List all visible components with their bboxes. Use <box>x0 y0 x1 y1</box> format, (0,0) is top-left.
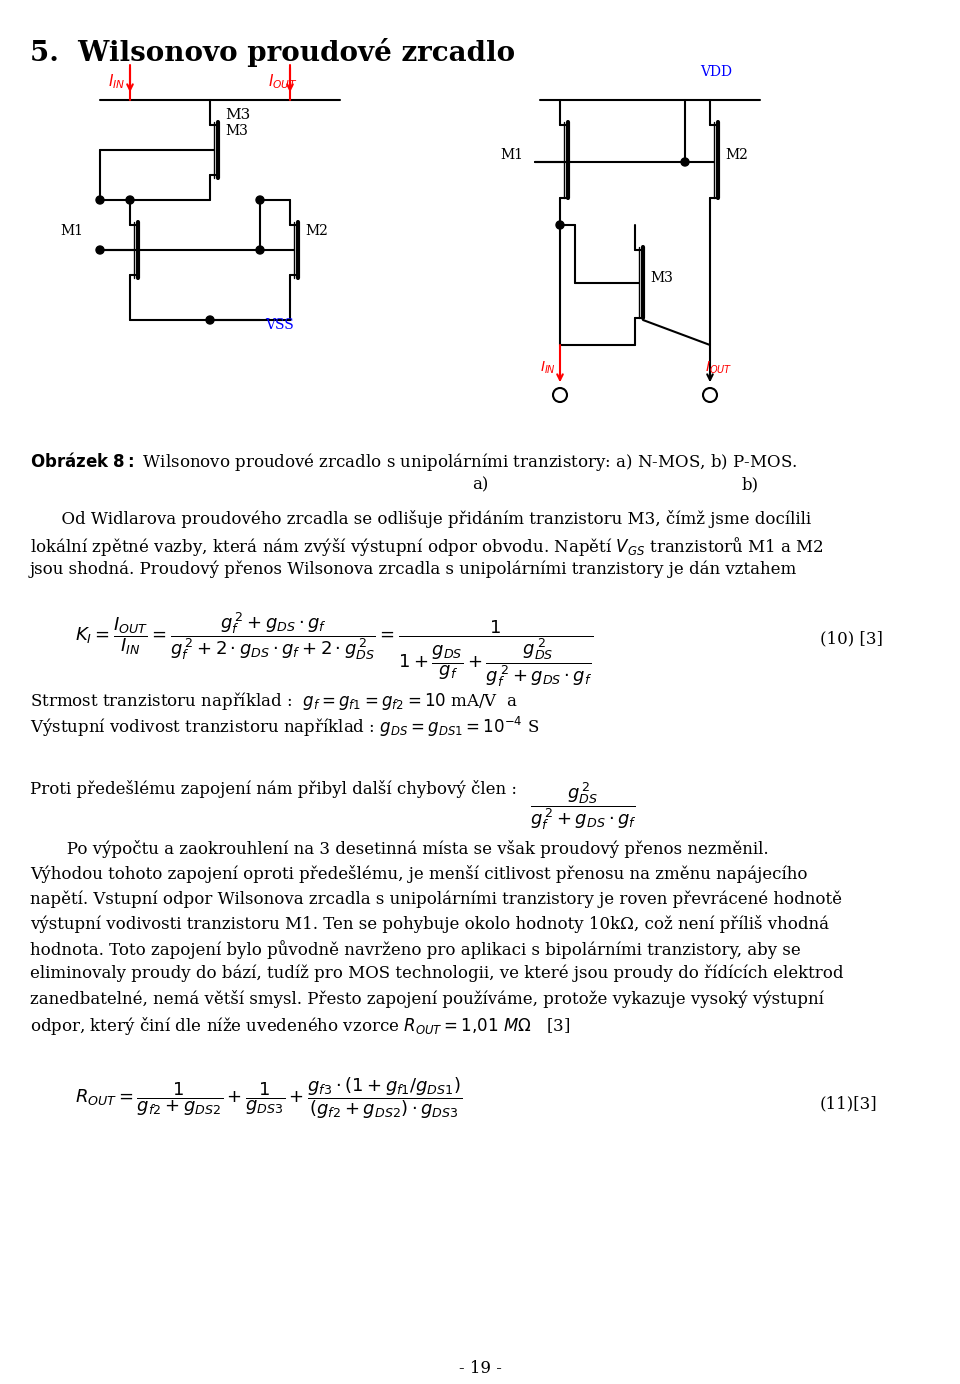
Circle shape <box>681 158 689 166</box>
Text: $I_{IN}$: $I_{IN}$ <box>540 360 556 376</box>
Text: a): a) <box>471 476 489 493</box>
Circle shape <box>256 197 264 203</box>
Text: $K_I = \dfrac{I_{OUT}}{I_{IN}} = \dfrac{g_f^{\,2}+g_{DS}\cdot g_f}{g_f^{\,2}+2\c: $K_I = \dfrac{I_{OUT}}{I_{IN}} = \dfrac{… <box>75 610 593 689</box>
Text: $\bf{Obrázek\ 8:}$ Wilsonovo proudové zrcadlo s unipolárními tranzistory: a) N-M: $\bf{Obrázek\ 8:}$ Wilsonovo proudové zr… <box>30 450 797 473</box>
Circle shape <box>256 246 264 255</box>
Circle shape <box>126 197 134 203</box>
Text: hodnota. Toto zapojení bylo původně navrženo pro aplikaci s bipolárními tranzist: hodnota. Toto zapojení bylo původně navr… <box>30 940 801 959</box>
Text: M2: M2 <box>305 224 328 238</box>
Circle shape <box>553 388 567 401</box>
Text: VDD: VDD <box>700 65 732 79</box>
Text: M1: M1 <box>500 148 523 162</box>
Text: Výstupní vodivost tranzistoru například : $g_{DS} = g_{DS1} = 10^{-4}$ S: Výstupní vodivost tranzistoru například … <box>30 716 540 739</box>
Text: M2: M2 <box>725 148 748 162</box>
Text: (10) [3]: (10) [3] <box>820 630 883 646</box>
Circle shape <box>703 388 717 401</box>
Text: $I_{OUT}$: $I_{OUT}$ <box>705 360 732 376</box>
Text: eliminovaly proudy do bází, tudíž pro MOS technologii, ve které jsou proudy do ř: eliminovaly proudy do bází, tudíž pro MO… <box>30 965 844 983</box>
Text: 5.  Wilsonovo proudové zrcadlo: 5. Wilsonovo proudové zrcadlo <box>30 37 516 66</box>
Text: M1: M1 <box>60 224 83 238</box>
Text: zanedbatelné, nemá větší smysl. Přesto zapojení používáme, protože vykazuje vyso: zanedbatelné, nemá větší smysl. Přesto z… <box>30 990 824 1008</box>
Text: M3: M3 <box>650 271 673 285</box>
Text: M3: M3 <box>225 108 251 122</box>
Text: (11)[3]: (11)[3] <box>820 1095 877 1111</box>
Text: M3: M3 <box>225 125 248 138</box>
Text: Od Widlarova proudového zrcadla se odlišuje přidáním tranzistoru M3, čímž jsme d: Od Widlarova proudového zrcadla se odliš… <box>30 509 811 529</box>
Circle shape <box>96 246 104 255</box>
Text: b): b) <box>741 476 758 493</box>
Text: výstupní vodivosti tranzistoru M1. Ten se pohybuje okolo hodnoty 10kΩ, což není : výstupní vodivosti tranzistoru M1. Ten s… <box>30 915 829 933</box>
Text: Výhodou tohoto zapojení oproti předešlému, je menší citlivost přenosu na změnu n: Výhodou tohoto zapojení oproti předešlém… <box>30 865 807 883</box>
Text: Proti předešlému zapojení nám přibyl další chybový člen :: Proti předešlému zapojení nám přibyl dal… <box>30 781 517 799</box>
Text: lokální zpětné vazby, která nám zvýší výstupní odpor obvodu. Napětí $V_{GS}$ tra: lokální zpětné vazby, která nám zvýší vý… <box>30 536 824 558</box>
Circle shape <box>96 197 104 203</box>
Text: jsou shodná. Proudový přenos Wilsonova zrcadla s unipolárními tranzistory je dán: jsou shodná. Proudový přenos Wilsonova z… <box>30 561 797 577</box>
Text: $I_{OUT}$: $I_{OUT}$ <box>268 72 298 91</box>
Text: odpor, který činí dle níže uvedeného vzorce $R_{OUT} = 1{,}01\ M\Omega$   [3]: odpor, který činí dle níže uvedeného vzo… <box>30 1014 570 1037</box>
Text: - 19 -: - 19 - <box>459 1360 501 1377</box>
Text: napětí. Vstupní odpor Wilsonova zrcadla s unipolárními tranzistory je roven přev: napětí. Vstupní odpor Wilsonova zrcadla … <box>30 890 842 908</box>
Text: $\dfrac{g_{DS}^{\,2}}{g_f^{\,2}+g_{DS}\cdot g_f}$: $\dfrac{g_{DS}^{\,2}}{g_f^{\,2}+g_{DS}\c… <box>530 781 636 832</box>
Text: Po výpočtu a zaokrouhlení na 3 desetinná místa se však proudový přenos nezměnil.: Po výpočtu a zaokrouhlení na 3 desetinná… <box>30 840 769 858</box>
Circle shape <box>206 316 214 324</box>
Circle shape <box>556 221 564 228</box>
Text: $R_{OUT} = \dfrac{1}{g_{f2}+g_{DS2}}+\dfrac{1}{g_{DS3}}+\dfrac{g_{f3}\cdot(1+g_{: $R_{OUT} = \dfrac{1}{g_{f2}+g_{DS2}}+\df… <box>75 1075 462 1121</box>
Text: Strmost tranzistoru například :  $g_f = g_{f1} = g_{f2} = 10$ mA/V  a: Strmost tranzistoru například : $g_f = g… <box>30 691 518 711</box>
Text: VSS: VSS <box>265 318 294 332</box>
Text: $I_{IN}$: $I_{IN}$ <box>108 72 126 91</box>
